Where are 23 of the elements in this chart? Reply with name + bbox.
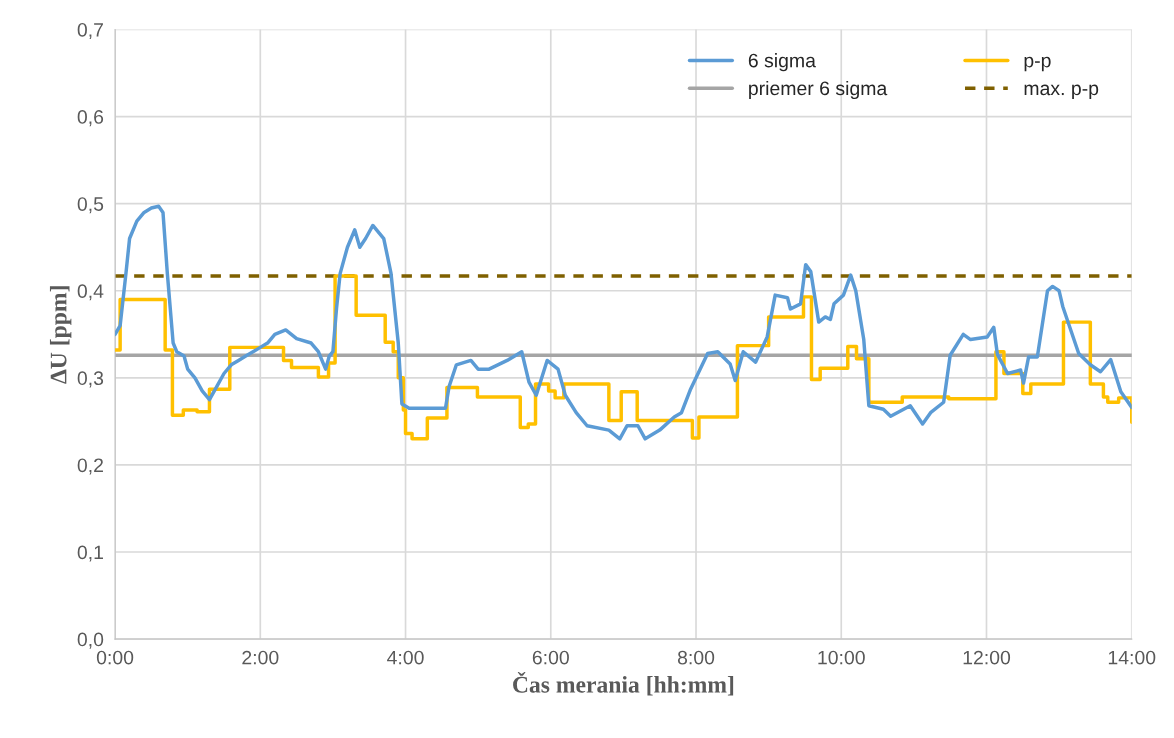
y-tick-label: 0,5 — [77, 197, 104, 214]
x-axis-title: Čas merania [hh:mm] — [513, 672, 734, 696]
x-tick-label: 2:00 — [242, 650, 279, 665]
x-tick-label: 6:00 — [532, 650, 569, 665]
y-axis-title: ΔU [ppm] — [49, 286, 72, 384]
y-tick-label: 0,0 — [77, 632, 104, 649]
y-tick-label: 0,6 — [77, 110, 104, 127]
x-tick-label: 4:00 — [387, 650, 424, 665]
x-tick-label: 14:00 — [1108, 650, 1156, 665]
y-tick-label: 0,2 — [77, 458, 103, 475]
legend-label: priemer 6 sigma — [749, 80, 888, 100]
x-tick-label: 0:00 — [96, 650, 134, 665]
x-tick-label: 12:00 — [963, 650, 1011, 665]
legend-label: max. p-p — [1024, 84, 1099, 100]
y-tick-label: 0,3 — [77, 371, 104, 388]
x-tick-label: 8:00 — [677, 650, 715, 665]
legend-label: p-p — [1024, 56, 1051, 72]
x-tick-label: 10:00 — [818, 650, 865, 665]
y-tick-label: 0,4 — [77, 284, 104, 301]
line-series — [115, 204, 1132, 441]
y-tick-label: 0,1 — [77, 545, 103, 562]
legend-label: 6 sigma — [748, 53, 816, 72]
y-tick-label: 0,7 — [77, 22, 103, 40]
